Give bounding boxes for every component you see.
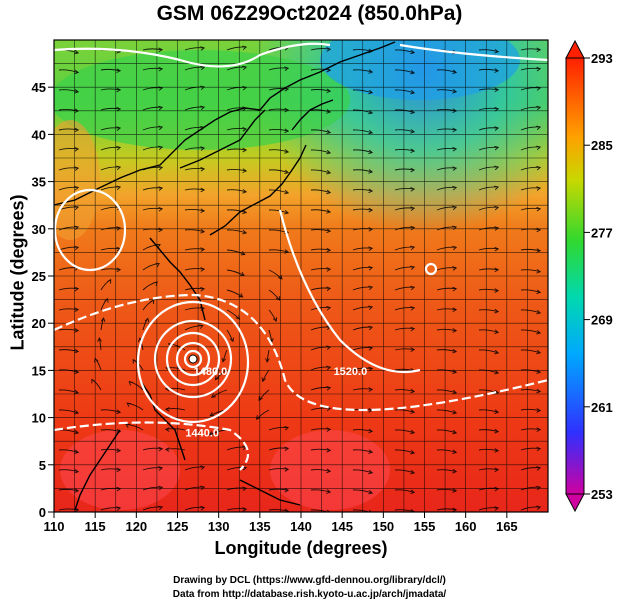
contour-label: 1440.0 <box>185 427 219 439</box>
colorbar-tick-label: 277 <box>591 225 613 240</box>
x-tick-label: 140 <box>290 519 312 534</box>
credit-drawing: Drawing by DCL (https://www.gfd-dennou.o… <box>173 575 446 586</box>
colorbar-tick-label: 293 <box>591 51 613 66</box>
temperature-field: 1520.0 1480.0 1440.0 <box>54 40 548 512</box>
typhoon-center-marker <box>188 354 198 364</box>
y-tick-label: 40 <box>32 127 46 142</box>
y-tick-label: 0 <box>39 505 46 520</box>
x-tick-label: 130 <box>208 519 230 534</box>
x-axis-label: Longitude (degrees) <box>214 538 388 558</box>
y-tick-label: 35 <box>32 175 46 190</box>
credit-data: Data from http://database.rish.kyoto-u.a… <box>172 589 447 600</box>
contour-label: 1520.0 <box>334 366 368 378</box>
y-tick-label: 30 <box>32 222 46 237</box>
x-tick-label: 165 <box>496 519 518 534</box>
chart-title: GSM 06Z29Oct2024 (850.0hPa) <box>156 2 463 25</box>
y-tick-label: 10 <box>32 411 46 426</box>
x-tick-label: 120 <box>125 519 147 534</box>
x-tick-label: 150 <box>372 519 394 534</box>
y-tick-label: 15 <box>32 363 46 378</box>
x-tick-label: 115 <box>85 519 106 534</box>
x-tick-label: 155 <box>414 519 436 534</box>
colorbar-tick-label: 253 <box>591 487 613 502</box>
x-tick-label: 110 <box>44 519 65 534</box>
y-tick-label: 25 <box>32 269 46 284</box>
x-tick-label: 125 <box>167 519 189 534</box>
colorbar-tick-label: 269 <box>591 313 613 328</box>
y-tick-label: 20 <box>32 316 46 331</box>
y-tick-label: 5 <box>39 458 46 473</box>
y-tick-label: 45 <box>32 80 46 95</box>
x-tick-label: 135 <box>249 519 271 534</box>
colorbar: 293 285 277 269 261 253 <box>565 39 613 513</box>
height-contours <box>54 42 548 471</box>
colorbar-tick-label: 285 <box>591 138 613 153</box>
y-axis-label: Latitude (degrees) <box>7 194 28 351</box>
x-tick-label: 160 <box>455 519 477 534</box>
colorbar-tick-label: 261 <box>591 400 613 415</box>
contour-label: 1480.0 <box>194 366 228 378</box>
x-tick-label: 145 <box>331 519 353 534</box>
